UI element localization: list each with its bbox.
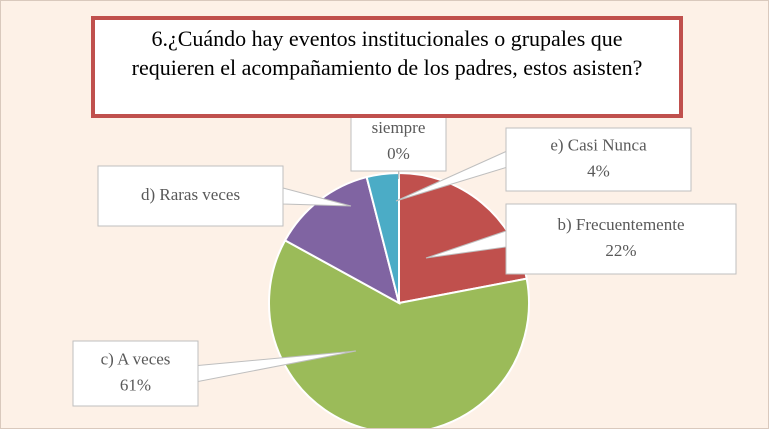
category-label: d) Raras veces: [141, 185, 240, 204]
data-label: e) Casi Nunca 4%: [550, 135, 647, 180]
data-label: b) Frecuentemente 22%: [558, 215, 685, 260]
callout-cover: [74, 342, 197, 405]
pie-slice: [268, 239, 530, 428]
callout-cover: [507, 205, 735, 273]
chart-title: 6.¿Cuándo hay eventos institucionales o …: [91, 16, 683, 118]
callout-cover: [99, 167, 282, 225]
category-label: c) A veces: [101, 349, 171, 368]
category-label: e) Casi Nunca: [550, 135, 647, 154]
value-label: 61%: [120, 375, 151, 394]
value-label: 0%: [387, 144, 410, 163]
data-label: siempre 0%: [372, 118, 426, 163]
data-label: c) A veces 61%: [101, 349, 171, 394]
category-label: siempre: [372, 118, 426, 137]
value-label: 4%: [587, 161, 610, 180]
data-label: d) Raras veces: [141, 185, 240, 204]
value-label: 22%: [605, 241, 636, 260]
category-label: b) Frecuentemente: [558, 215, 685, 234]
callout-cover: [507, 129, 690, 190]
callout-cover: [352, 114, 445, 170]
